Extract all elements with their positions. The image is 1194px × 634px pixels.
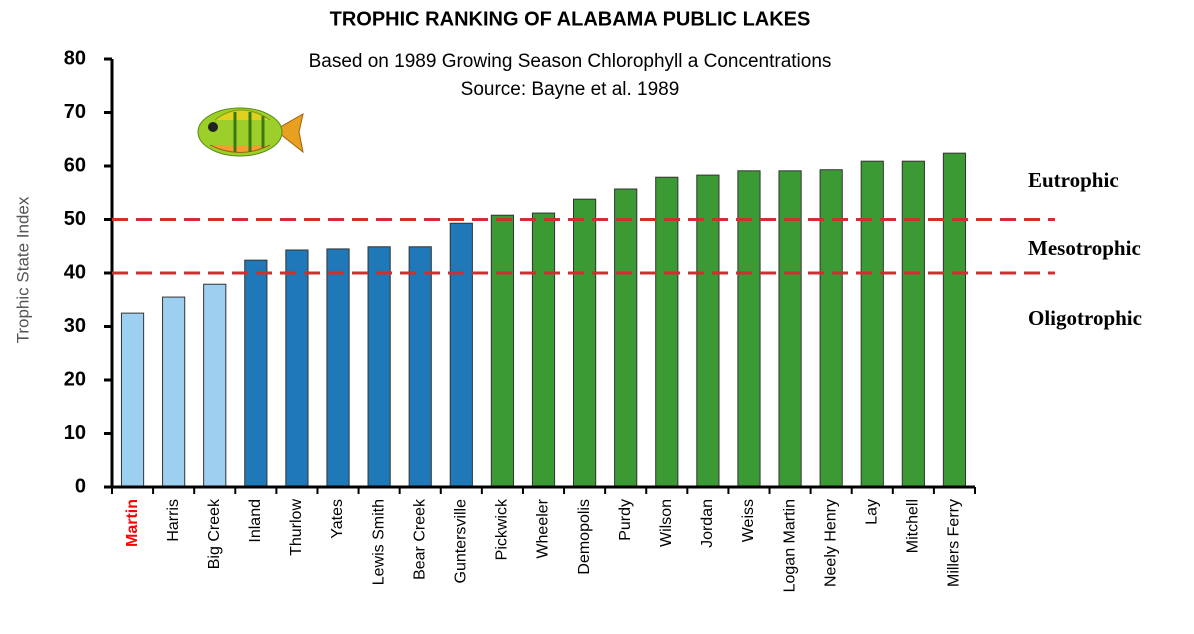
y-tick-label: 70 [64,101,86,123]
y-tick-label: 80 [64,47,86,69]
chart-subtitle: Source: Bayne et al. 1989 [461,79,680,100]
bar [942,152,967,488]
y-tick-label: 50 [64,208,86,230]
x-tick-label: Guntersville [453,499,470,584]
bar [244,259,268,488]
bar [326,248,350,488]
chart-title: TROPHIC RANKING OF ALABAMA PUBLIC LAKES [330,8,811,30]
x-tick-label: Martin [124,499,141,547]
zone-label: Eutrophic [1028,168,1119,192]
x-tick-label: Demopolis [576,499,593,575]
zone-label: Mesotrophic [1028,236,1141,260]
x-tick-label: Yates [329,499,346,539]
x-tick-label: Wheeler [535,498,552,558]
chart-subtitle: Based on 1989 Growing Season Chlorophyll… [309,51,832,72]
bar [408,246,432,488]
bar [614,188,638,488]
fish-icon [197,107,304,157]
x-tick-label: Big Creek [206,498,223,569]
bar [860,160,884,488]
bar [367,246,391,488]
bar [572,198,597,488]
x-tick-label: Pickwick [494,498,511,560]
bar [162,296,186,488]
x-tick-label: Mitchell [905,499,922,553]
y-tick-label: 40 [64,261,86,283]
y-tick-label: 20 [64,368,86,390]
x-tick-label: Lewis Smith [370,499,387,585]
y-tick-label: 0 [75,475,86,497]
x-tick-label: Lay [863,499,880,525]
x-tick-label: Bear Creek [411,498,428,580]
x-tick-label: Harris [165,499,182,542]
x-tick-label: Jordan [699,499,716,548]
y-tick-label: 30 [64,315,86,337]
bar [120,312,145,488]
bar [449,222,473,488]
bar [490,214,515,488]
bar [819,169,843,488]
y-axis-label: Trophic State Index [13,196,32,343]
x-tick-label: Purdy [617,499,634,541]
bar [531,212,556,488]
bar [655,176,679,488]
x-tick-label: Inland [247,499,264,543]
y-tick-label: 10 [64,422,86,444]
x-tick-label: Thurlow [288,499,305,556]
x-tick-label: Millers Ferry [946,499,963,587]
zone-label: Oligotrophic [1028,306,1142,330]
x-tick-label: Neely Henry [822,499,839,587]
bar [285,249,309,488]
y-tick-label: 60 [64,154,86,176]
x-tick-label: Wilson [658,499,675,547]
bar [901,160,925,488]
bar [203,283,227,488]
bar [696,174,720,488]
x-tick-label: Logan Martin [781,499,798,592]
x-tick-label: Weiss [740,499,757,542]
